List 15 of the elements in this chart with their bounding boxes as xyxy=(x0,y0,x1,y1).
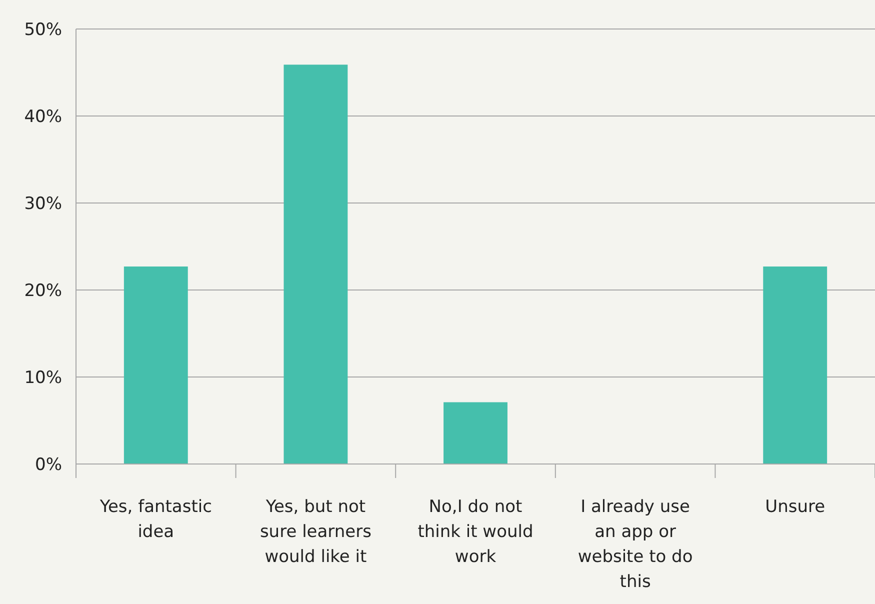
x-tick-label: Yes, fantastic idea xyxy=(98,497,212,542)
bar xyxy=(124,266,188,464)
bar xyxy=(444,402,508,464)
x-tick-label: Yes, but not sure learners would like it xyxy=(260,497,372,567)
y-tick-label: 40% xyxy=(24,106,62,127)
y-tick-label: 0% xyxy=(35,454,62,475)
x-tick-label: Unsure xyxy=(765,497,826,517)
x-tick-label: I already use an app or website to do this xyxy=(578,497,693,592)
x-tick-label: No,I do not think it would work xyxy=(418,497,534,567)
y-tick-label: 10% xyxy=(24,368,62,388)
y-tick-label: 30% xyxy=(24,194,62,214)
y-tick-label: 50% xyxy=(24,20,62,40)
bar xyxy=(284,64,348,464)
bar xyxy=(763,266,828,464)
y-tick-label: 20% xyxy=(24,280,62,301)
